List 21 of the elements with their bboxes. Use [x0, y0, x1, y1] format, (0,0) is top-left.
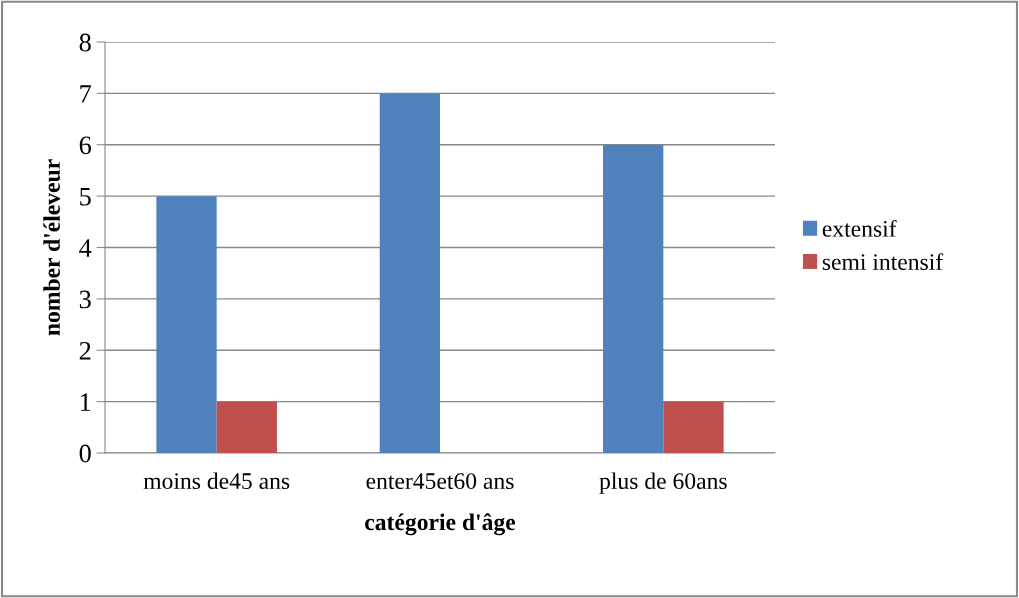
bar — [379, 93, 440, 453]
x-tick-label: moins de45 ans — [143, 472, 290, 490]
bar — [216, 401, 277, 453]
y-tick-label: 7 — [80, 85, 92, 103]
x-axis-title: catégorie d'âge — [365, 513, 516, 536]
x-tick-label: plus de 60ans — [599, 472, 727, 494]
y-tick-label: 8 — [79, 33, 91, 52]
y-tick-label: 1 — [80, 393, 91, 411]
y-tick-label: 4 — [79, 239, 92, 257]
bar — [156, 196, 217, 453]
y-axis-title: nomber d'éleveur — [43, 159, 60, 336]
y-tick-label: 6 — [79, 136, 92, 155]
bar — [603, 144, 664, 453]
y-tick-label: 2 — [79, 341, 91, 360]
x-tick-label: enter45et60 ans — [366, 473, 514, 490]
bar — [663, 401, 724, 453]
legend-label: extensif — [822, 219, 897, 237]
y-tick-label: 3 — [79, 290, 91, 309]
y-tick-label: 0 — [79, 444, 91, 463]
y-tick-label: 5 — [80, 188, 91, 206]
legend-label: semi intensif — [822, 253, 944, 271]
